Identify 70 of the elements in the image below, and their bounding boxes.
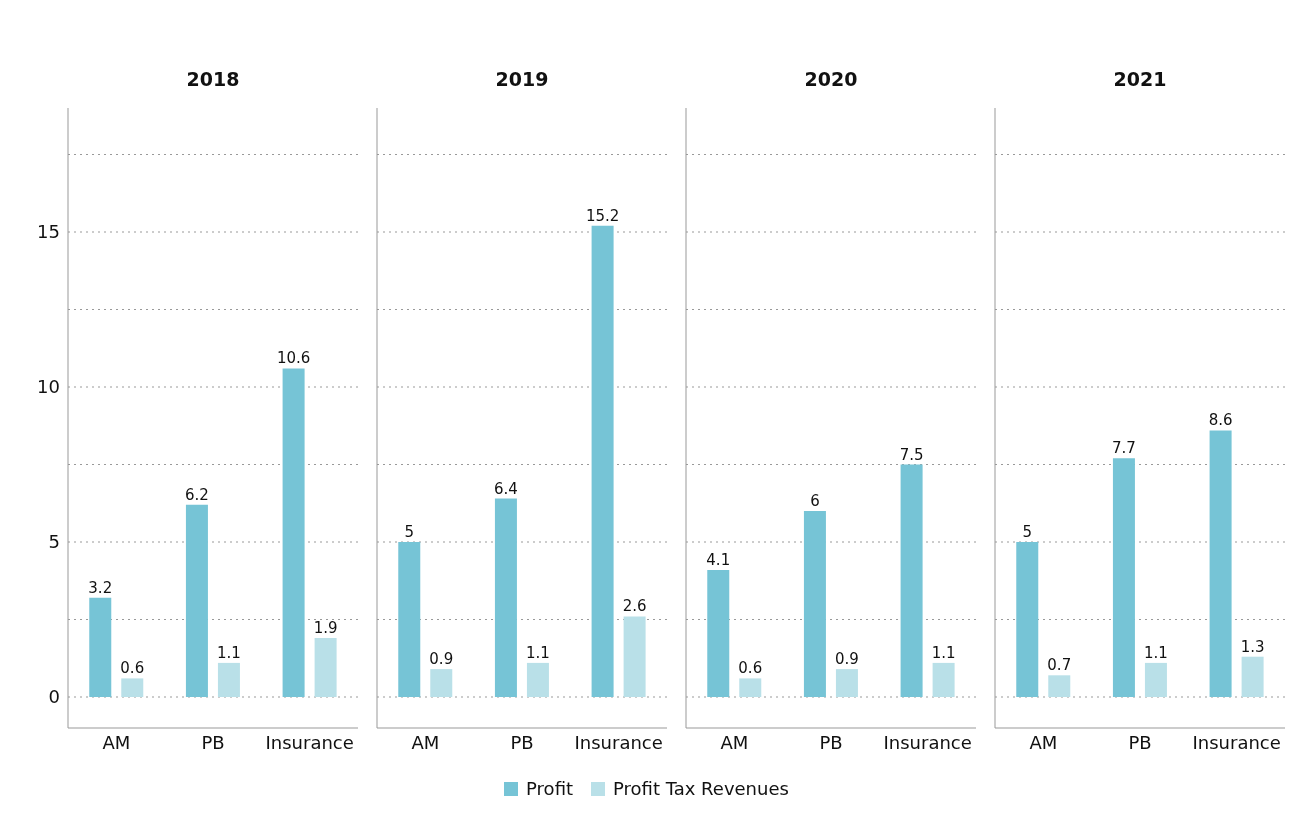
y-tick-label: 5: [48, 531, 60, 553]
data-label: 1.1: [931, 643, 956, 662]
bar: [835, 669, 858, 697]
data-label: 0.9: [429, 650, 454, 669]
legend-label: Profit: [526, 778, 574, 799]
data-label: 7.5: [899, 445, 924, 464]
bar: [932, 662, 955, 697]
x-tick-label: AM: [720, 731, 749, 753]
bar: [707, 569, 730, 697]
data-label: 2.6: [622, 597, 647, 616]
data-label: 0.6: [120, 659, 145, 678]
data-label: 1.9: [313, 619, 338, 638]
data-label: 5: [404, 523, 415, 541]
data-label: 7.7: [1112, 439, 1136, 458]
bar: [1048, 675, 1071, 697]
x-tick-label: Insurance: [574, 731, 663, 753]
bar: [1209, 430, 1232, 697]
data-label: 5: [1022, 523, 1033, 541]
chart-title: 2021: [1112, 68, 1168, 92]
x-tick-label: PB: [510, 731, 534, 753]
x-tick-label: Insurance: [1192, 731, 1281, 753]
bar: [430, 669, 453, 697]
data-label: 1.1: [1144, 643, 1168, 662]
data-label: 4.1: [706, 550, 731, 569]
bar: [494, 498, 517, 697]
y-tick-label: 15: [37, 221, 60, 243]
data-label: 10.6: [276, 349, 311, 368]
bar: [282, 368, 305, 697]
bar: [1144, 662, 1167, 697]
x-tick-label: AM: [1029, 731, 1058, 753]
chart-title: 2020: [803, 68, 859, 92]
bar: [398, 542, 421, 697]
y-tick-label: 10: [37, 376, 60, 398]
x-tick-label: Insurance: [883, 731, 972, 753]
bar: [1241, 656, 1264, 697]
bar: [900, 464, 923, 697]
bar: [623, 616, 646, 697]
x-tick-label: PB: [201, 731, 225, 753]
x-tick-label: PB: [819, 731, 843, 753]
data-label: 1.1: [526, 643, 550, 662]
data-label: 15.2: [585, 206, 620, 225]
data-label: 0.9: [835, 650, 859, 669]
chart-title: 2018: [185, 68, 241, 92]
data-label: 6: [810, 492, 820, 510]
bar: [739, 678, 762, 697]
y-tick-label: 0: [48, 686, 60, 708]
legend-label: Profit Tax Revenues: [613, 778, 789, 799]
bar: [314, 638, 337, 697]
bar: [1016, 542, 1039, 697]
data-label: 0.7: [1047, 656, 1072, 675]
chart-title: 2019: [494, 68, 550, 92]
bar: [591, 225, 614, 697]
data-label: 6.4: [494, 479, 518, 498]
data-label: 1.1: [217, 643, 241, 662]
data-label: 6.2: [185, 485, 209, 504]
bar: [185, 504, 208, 697]
data-label: 1.3: [1240, 637, 1265, 656]
x-tick-label: PB: [1128, 731, 1152, 753]
bar: [803, 511, 826, 697]
bar: [1112, 458, 1135, 697]
x-tick-label: AM: [411, 731, 440, 753]
bar: [121, 678, 144, 697]
x-tick-label: AM: [102, 731, 131, 753]
data-label: 3.2: [88, 578, 113, 597]
data-label: 8.6: [1208, 411, 1233, 430]
bar: [217, 662, 240, 697]
bar: [89, 597, 112, 697]
bar: [526, 662, 549, 697]
data-label: 0.6: [738, 659, 763, 678]
x-tick-label: Insurance: [265, 731, 354, 753]
